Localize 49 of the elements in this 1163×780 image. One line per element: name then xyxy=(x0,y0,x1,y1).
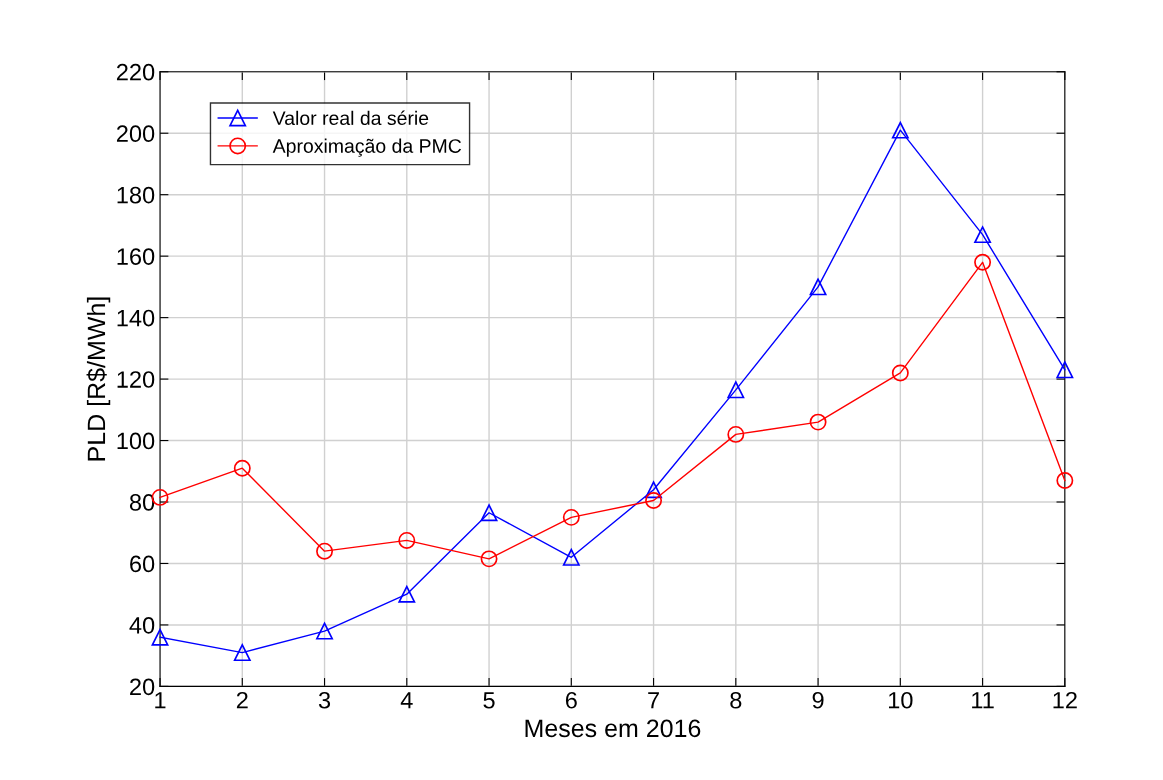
y-tick-label: 20 xyxy=(130,678,155,696)
y-axis-title: PLD [R$/MWh] xyxy=(86,297,111,461)
y-tick-label: 140 xyxy=(117,309,155,327)
x-tick-label: 8 xyxy=(730,691,742,709)
point xyxy=(809,413,827,431)
y-tick-label: 80 xyxy=(129,494,155,511)
y-tick-label: 180 xyxy=(117,186,155,204)
x-tick-label: 11 xyxy=(972,692,994,709)
point xyxy=(727,381,745,399)
point xyxy=(645,481,663,499)
x-tick-label: 7 xyxy=(648,692,659,709)
y-tick-label: 160 xyxy=(117,248,155,265)
point xyxy=(974,253,992,271)
point xyxy=(645,491,663,509)
x-tick-label: 10 xyxy=(889,691,913,709)
legend-label: Aproximação da PMC xyxy=(272,138,462,157)
point xyxy=(562,508,580,526)
point xyxy=(1056,361,1074,379)
y-tick-label: 60 xyxy=(130,555,155,573)
point xyxy=(398,531,416,549)
x-tick-label: 6 xyxy=(565,691,577,709)
x-tick-label: 9 xyxy=(812,691,824,709)
y-tick-label: 40 xyxy=(129,617,155,634)
x-tick-label: 5 xyxy=(483,692,495,709)
point xyxy=(480,550,498,568)
x-tick-label: 4 xyxy=(400,692,413,709)
legend-label: Valor real da série xyxy=(272,110,429,126)
y-tick-label: 200 xyxy=(116,125,155,143)
x-tick-label: 12 xyxy=(1053,691,1077,709)
point xyxy=(1056,472,1074,489)
point xyxy=(233,459,251,477)
point xyxy=(974,226,992,244)
point xyxy=(480,504,498,522)
x-tick-label: 2 xyxy=(236,691,248,709)
x-axis-title: Meses em 2016 xyxy=(525,719,701,738)
x-tick-label: 3 xyxy=(318,691,331,709)
point xyxy=(891,364,909,382)
y-tick-label: 120 xyxy=(117,371,155,388)
point xyxy=(233,644,251,662)
point xyxy=(891,121,909,139)
point xyxy=(562,548,580,566)
point xyxy=(316,622,334,640)
point xyxy=(809,278,827,296)
point xyxy=(316,542,334,560)
y-tick-label: 100 xyxy=(117,432,155,450)
point xyxy=(398,585,416,603)
point xyxy=(727,425,745,443)
y-tick-label: 220 xyxy=(116,63,155,81)
x-tick-label: 1 xyxy=(155,692,166,709)
